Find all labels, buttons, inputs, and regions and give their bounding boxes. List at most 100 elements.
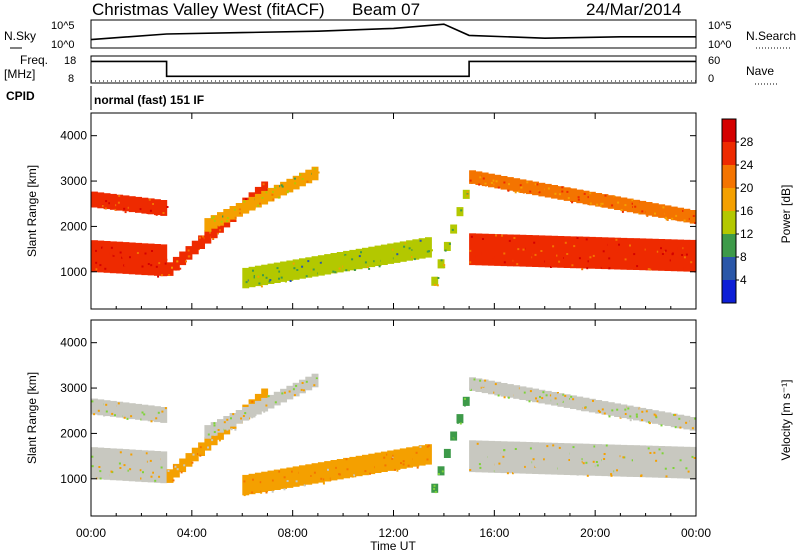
echo-band-h-speck xyxy=(149,209,152,212)
echo-band-f-speck xyxy=(513,237,516,239)
echo-band-c-speck xyxy=(314,173,317,176)
echo-band-d-speck xyxy=(386,453,389,456)
echo-band-g-speck xyxy=(529,390,532,393)
echo-band-a-speck xyxy=(144,252,147,255)
echo-band-g-speck xyxy=(645,410,648,413)
echo-band-a-cell xyxy=(109,448,117,481)
echo-band-f-cell xyxy=(551,235,558,268)
echo-band-g-speck xyxy=(594,403,597,406)
echo-band-c-speck xyxy=(264,403,267,406)
echo-band-g-speck xyxy=(664,422,667,425)
echo-band-f-cell xyxy=(481,440,489,473)
echo-band-g-speck xyxy=(542,391,545,394)
echo-band-h-cell xyxy=(135,403,142,420)
echo-band-a-speck xyxy=(142,471,144,474)
echo-band-d-speck xyxy=(262,274,264,277)
echo-band-f-speck xyxy=(507,459,509,462)
beam-label: Beam 07 xyxy=(352,0,420,19)
echo-band-e-speck xyxy=(464,397,466,400)
echo-band-d-speck xyxy=(426,250,429,253)
echo-band-d-cell xyxy=(349,456,357,478)
echo-band-c-speck xyxy=(306,180,309,183)
echo-band-f-cell xyxy=(633,445,640,477)
echo-band-c-cell xyxy=(286,385,294,400)
echo-band-g-speck xyxy=(577,196,580,199)
echo-band-d-cell xyxy=(425,237,432,258)
echo-band-h-speck xyxy=(151,412,154,415)
echo-band-f-cell xyxy=(557,236,565,268)
echo-band-f-speck xyxy=(469,261,472,264)
echo-band-a-cell xyxy=(103,241,111,273)
echo-band-g-speck xyxy=(581,409,583,412)
echo-band-g-cell xyxy=(544,183,552,198)
echo-band-d-speck xyxy=(360,251,362,254)
echo-band-d-speck xyxy=(299,269,301,272)
echo-band-d-speck xyxy=(312,268,315,271)
echo-band-f-speck xyxy=(516,263,519,266)
echo-band-f-speck xyxy=(581,268,584,271)
echo-band-c-speck xyxy=(277,196,280,199)
echo-band-g-speck xyxy=(627,407,630,410)
echo-band-c-speck xyxy=(205,427,208,429)
echo-band-d-speck xyxy=(403,243,406,246)
echo-band-a-speck xyxy=(157,275,160,278)
echo-band-h-cell xyxy=(122,402,130,419)
echo-band-f-cell xyxy=(658,239,666,271)
echo-band-b-speck xyxy=(174,465,177,468)
echo-band-f-cell xyxy=(620,237,628,270)
echo-band-c-cell xyxy=(223,416,231,430)
echo-band-h-speck xyxy=(127,206,130,209)
echo-band-h-speck xyxy=(166,206,169,208)
echo-band-b-speck xyxy=(262,183,265,186)
echo-band-c-speck xyxy=(225,217,228,220)
echo-band-b-cell xyxy=(191,447,199,462)
echo-band-g-cell xyxy=(607,402,615,416)
echo-band-e-speck xyxy=(459,422,462,425)
echo-band-d-cell xyxy=(305,257,313,278)
echo-band-b-speck xyxy=(191,461,194,464)
freq-tick-top: 18 xyxy=(64,55,76,67)
echo-band-g-speck xyxy=(692,215,695,217)
echo-band-b-speck xyxy=(190,456,193,459)
echo-band-g-speck xyxy=(567,197,570,200)
echo-band-g-speck xyxy=(592,404,595,407)
y-tick-label: 2000 xyxy=(60,219,87,233)
echo-band-d-speck xyxy=(278,277,280,280)
echo-band-d-speck xyxy=(419,239,422,242)
echo-band-g-cell xyxy=(626,198,634,213)
echo-band-h-speck xyxy=(111,412,114,415)
echo-band-b-speck xyxy=(207,446,209,449)
echo-band-a-speck xyxy=(158,475,161,478)
echo-band-f-speck xyxy=(481,464,484,467)
echo-band-g-speck xyxy=(601,403,604,406)
echo-band-g-cell xyxy=(601,401,609,415)
echo-band-a-cell xyxy=(109,241,117,274)
colorbar-tick-label: 16 xyxy=(740,204,754,218)
echo-band-d-speck xyxy=(334,271,337,274)
echo-band-d-cell xyxy=(324,254,332,275)
echo-band-g-cell xyxy=(582,397,590,412)
echo-band-g-speck xyxy=(577,403,579,406)
echo-band-f-speck xyxy=(506,472,509,475)
echo-band-a-speck xyxy=(139,469,142,472)
echo-band-h-speck xyxy=(94,402,97,405)
echo-band-g-speck xyxy=(493,391,496,394)
echo-band-c-speck xyxy=(233,208,236,211)
echo-band-f-speck xyxy=(503,449,506,452)
echo-band-b-cell xyxy=(198,442,205,456)
echo-band-c-speck xyxy=(272,190,274,193)
echo-band-f-speck xyxy=(565,260,568,262)
echo-band-f-cell xyxy=(513,234,521,267)
echo-band-d-cell xyxy=(261,264,269,286)
echo-band-h-speck xyxy=(123,207,126,210)
echo-band-d-speck xyxy=(282,266,285,269)
echo-band-h-cell xyxy=(128,196,136,213)
echo-band-b-speck xyxy=(194,245,197,248)
echo-band-b-speck xyxy=(211,439,214,442)
echo-band-f-speck xyxy=(665,475,668,478)
echo-band-g-speck xyxy=(679,219,682,222)
freq-series-line xyxy=(91,60,696,78)
echo-band-h-speck xyxy=(150,420,153,423)
echo-band-a-cell xyxy=(147,243,155,276)
echo-band-h-speck xyxy=(94,202,97,205)
